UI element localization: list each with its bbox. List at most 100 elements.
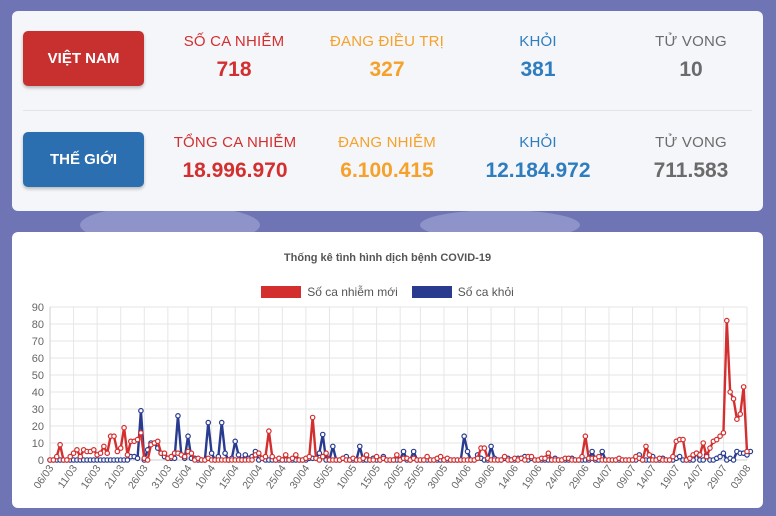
data-point-new-cases — [723, 317, 730, 324]
x-tick-label: 09/07 — [614, 463, 639, 492]
data-point-new-cases — [707, 445, 713, 451]
data-point-recovered — [242, 452, 249, 458]
data-point-new-cases — [498, 457, 504, 463]
data-point-new-cases — [64, 457, 70, 463]
data-point-new-cases — [481, 445, 488, 451]
data-point-new-cases — [188, 450, 195, 457]
x-tick-label: 25/04 — [264, 463, 289, 492]
data-point-new-cases — [720, 430, 727, 436]
data-point-new-cases — [323, 450, 329, 457]
data-point-new-cases — [697, 452, 703, 458]
data-point-new-cases — [124, 452, 131, 458]
data-point-new-cases — [144, 457, 151, 463]
x-tick-label: 05/05 — [311, 463, 336, 492]
x-tick-label: 25/05 — [402, 463, 427, 492]
chart-card: Thống kê tình hình dịch bệnh COVID-19 Số… — [12, 232, 763, 508]
data-point-new-cases — [262, 453, 269, 460]
data-point-new-cases — [700, 440, 707, 446]
x-tick-label: 20/04 — [240, 463, 265, 492]
world-cases-stat: TỔNG CA NHIỄM 18.996.970 — [150, 134, 320, 183]
y-tick-label: 50 — [32, 370, 44, 382]
data-point-new-cases — [579, 453, 585, 460]
data-point-new-cases — [70, 450, 77, 457]
y-tick-label: 70 — [32, 336, 44, 348]
vn-deaths-value: 10 — [679, 58, 703, 81]
data-point-new-cases — [101, 443, 107, 450]
data-point-new-cases — [363, 452, 370, 458]
data-point-recovered — [464, 448, 471, 455]
data-point-recovered — [717, 453, 723, 460]
data-point-recovered — [208, 450, 215, 457]
x-tick-label: 24/06 — [543, 463, 568, 492]
data-point-new-cases — [97, 450, 104, 457]
data-point-new-cases — [740, 384, 747, 390]
data-point-recovered — [222, 450, 228, 457]
data-point-new-cases — [474, 455, 481, 462]
world-recovered-stat: KHỎI 12.184.972 — [453, 134, 623, 183]
x-tick-label: 15/05 — [358, 463, 383, 492]
y-tick-label: 90 — [32, 302, 44, 314]
data-point-new-cases — [67, 453, 74, 460]
data-point-new-cases — [390, 457, 397, 463]
data-point-new-cases — [306, 453, 313, 460]
world-button[interactable]: THẾ GIỚI — [23, 132, 144, 187]
x-tick-label: 21/03 — [102, 463, 127, 492]
data-point-new-cases — [670, 453, 676, 460]
data-point-recovered — [205, 419, 212, 426]
data-point-recovered — [235, 452, 242, 458]
world-active-label: ĐANG NHIỄM — [338, 134, 436, 151]
legend-item-recovered[interactable]: Số ca khỏi — [411, 285, 514, 299]
world-deaths-value: 711.583 — [653, 159, 729, 182]
data-point-new-cases — [360, 455, 366, 462]
data-point-recovered — [175, 413, 181, 419]
data-point-new-cases — [686, 455, 693, 462]
vn-deaths-stat: TỬ VONG 10 — [606, 33, 776, 82]
data-point-recovered — [488, 443, 494, 450]
data-point-new-cases — [117, 445, 124, 451]
data-point-recovered — [138, 407, 144, 414]
x-tick-label: 20/05 — [382, 463, 407, 492]
data-point-new-cases — [138, 430, 144, 436]
data-point-new-cases — [437, 453, 444, 460]
row-divider — [23, 110, 752, 111]
x-tick-label: 29/07 — [705, 463, 730, 492]
data-point-recovered — [185, 433, 191, 440]
data-point-new-cases — [639, 457, 646, 463]
x-tick-label: 26/03 — [126, 463, 151, 492]
vietnam-button[interactable]: VIỆT NAM — [23, 31, 144, 86]
x-tick-label: 29/06 — [567, 463, 592, 492]
data-point-new-cases — [319, 453, 326, 460]
data-point-new-cases — [545, 450, 552, 457]
x-tick-label: 19/07 — [658, 463, 683, 492]
data-point-recovered — [700, 457, 707, 463]
data-point-recovered — [232, 438, 238, 445]
world-cases-label: TỔNG CA NHIỄM — [173, 134, 297, 151]
world-deaths-label: TỬ VONG — [655, 134, 727, 151]
data-point-recovered — [730, 457, 737, 463]
legend-label-new-cases: Số ca nhiễm mới — [307, 285, 398, 299]
data-point-new-cases — [717, 433, 723, 440]
x-tick-label: 14/06 — [496, 463, 521, 492]
x-tick-label: 30/05 — [426, 463, 451, 492]
data-point-new-cases — [744, 448, 750, 455]
data-point-new-cases — [713, 436, 720, 443]
x-tick-label: 10/05 — [335, 463, 360, 492]
data-point-recovered — [218, 419, 225, 426]
data-point-new-cases — [730, 396, 737, 402]
data-point-new-cases — [629, 457, 636, 463]
legend-item-new-cases[interactable]: Số ca nhiễm mới — [261, 285, 398, 299]
chart-legend: Số ca nhiễm mới Số ca khỏi — [12, 285, 763, 299]
data-point-new-cases — [279, 457, 286, 463]
world-deaths-stat: TỬ VONG 711.583 — [606, 134, 776, 183]
vn-cases-value: 718 — [216, 58, 252, 81]
data-point-new-cases — [528, 453, 535, 460]
x-tick-label: 04/07 — [591, 463, 616, 492]
data-point-new-cases — [370, 457, 377, 463]
data-point-recovered — [410, 448, 417, 455]
vn-cases-label: SỐ CA NHIỄM — [183, 33, 285, 50]
vn-treating-label: ĐANG ĐIỀU TRỊ — [329, 33, 444, 50]
data-point-recovered — [330, 443, 336, 450]
data-point-new-cases — [181, 453, 188, 460]
data-point-new-cases — [309, 414, 316, 421]
data-point-new-cases — [161, 450, 168, 457]
